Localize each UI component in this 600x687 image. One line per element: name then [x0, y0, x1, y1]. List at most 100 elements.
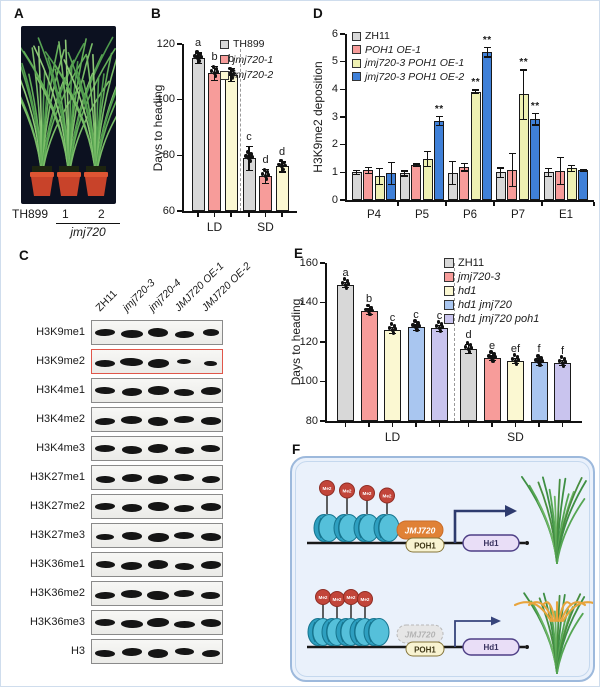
error-bar-cap — [436, 325, 443, 327]
methyl-label: Me2 — [383, 493, 392, 498]
error-bar-cap — [353, 173, 361, 176]
data-point-dot — [437, 326, 442, 330]
protein-band — [95, 386, 116, 395]
error-bar — [427, 151, 429, 167]
data-point-dot — [367, 309, 371, 314]
error-bar-cap — [387, 162, 395, 164]
x-tick — [213, 212, 216, 217]
y-tick-label: 6 — [331, 27, 338, 40]
data-point-dot — [368, 312, 372, 317]
significance-letter: d — [262, 154, 269, 167]
error-bar-cap — [545, 168, 553, 170]
protein-band — [174, 446, 194, 454]
error-bar — [582, 168, 584, 172]
y-axis-label: H3K9me2 deposition — [311, 61, 325, 173]
x-group-label: P6 — [462, 209, 478, 221]
blot-row-label: H3K4me1 — [36, 384, 85, 396]
blot-row-label: H3K4me3 — [36, 442, 85, 454]
data-point-dot — [466, 347, 471, 351]
poh1-label-bottom: POH1 — [414, 646, 436, 655]
data-point-dot — [231, 68, 235, 73]
error-bar-cap — [535, 357, 543, 359]
error-bar — [486, 47, 488, 57]
x-tick — [197, 212, 199, 217]
methyl-label: Me2 — [343, 488, 352, 493]
y-tick — [340, 116, 345, 118]
pot-rim — [84, 172, 108, 177]
protein-band — [120, 330, 143, 339]
protein-band — [121, 388, 142, 397]
data-point-dot — [469, 346, 474, 350]
blot-strip — [91, 639, 223, 664]
error-bar — [534, 112, 536, 126]
protein-band — [147, 328, 169, 338]
error-bar — [390, 162, 392, 185]
data-point-dot — [213, 74, 218, 79]
bar — [530, 118, 541, 200]
data-point-dot — [390, 328, 395, 332]
error-bar-cap — [512, 357, 519, 359]
error-bar-cap — [387, 183, 395, 185]
blot-strip — [91, 378, 223, 403]
protein-band — [95, 561, 115, 569]
data-point-dot — [212, 71, 217, 76]
nucleosome-front — [368, 618, 390, 646]
data-point-dot — [439, 322, 444, 326]
error-bar-cap — [194, 62, 202, 65]
data-point-dot — [230, 75, 234, 80]
soil — [59, 166, 79, 172]
error-bar-cap — [472, 89, 480, 91]
error-bar-cap — [342, 281, 349, 283]
significance-stars: ** — [471, 77, 481, 89]
error-bar — [571, 164, 573, 172]
data-point-dot — [198, 52, 202, 56]
error-bar-cap — [449, 161, 457, 163]
dna-end-dot-bottom — [525, 645, 529, 649]
bar — [360, 311, 378, 421]
legend-swatch — [352, 31, 361, 41]
protein-band — [200, 502, 221, 511]
x-group-label: E1 — [558, 209, 574, 221]
data-point-dot — [557, 358, 562, 363]
data-point-dot — [277, 162, 281, 167]
vegetative-rice-plant — [521, 476, 587, 564]
data-point-dot — [515, 354, 520, 359]
x-tick — [415, 422, 417, 427]
y-tick-label: 120 — [156, 37, 175, 50]
transcription-arrow-bottom — [454, 620, 491, 647]
data-point-dot — [387, 326, 392, 330]
bar — [208, 73, 221, 211]
blot-row-label: H3K36me2 — [29, 587, 85, 599]
blot-strip-highlighted — [91, 349, 223, 374]
y-tick-label: 4 — [331, 82, 338, 95]
dna-end-dot-top — [525, 541, 529, 545]
protein-band — [201, 649, 220, 658]
protein-band — [200, 386, 221, 395]
protein-band — [177, 359, 192, 365]
data-point-dot — [539, 355, 543, 360]
data-point-dot — [280, 164, 284, 169]
protein-band — [121, 473, 142, 482]
protein-band — [95, 417, 116, 426]
significance-letter: c — [246, 130, 252, 143]
significance-letter: a — [194, 37, 202, 50]
data-point-dot — [510, 356, 515, 361]
error-bar-cap — [460, 162, 468, 164]
error-bar-cap — [449, 183, 457, 186]
poh1-box-bottom — [405, 641, 445, 657]
y-tick-label: 80 — [162, 148, 175, 161]
data-point-dot — [364, 307, 368, 312]
x-group-label: LD — [206, 220, 223, 234]
legend-item: jmj720-3 — [444, 271, 500, 283]
error-bar-cap — [483, 56, 491, 58]
data-point-dot — [490, 356, 494, 360]
error-bar-cap — [520, 118, 528, 120]
bar — [191, 57, 205, 211]
data-point-dot — [282, 160, 286, 165]
panel-c: C ZH11 jmj720-3 jmj720-4 JMJ720 OE-1 JMJ720 … — [9, 244, 279, 684]
error-bar-cap — [488, 354, 496, 357]
data-point-dot — [229, 72, 233, 77]
legend-item: hd1 jmj720 poh1 — [444, 313, 539, 325]
data-point-dot — [561, 363, 566, 368]
soil — [86, 166, 106, 172]
